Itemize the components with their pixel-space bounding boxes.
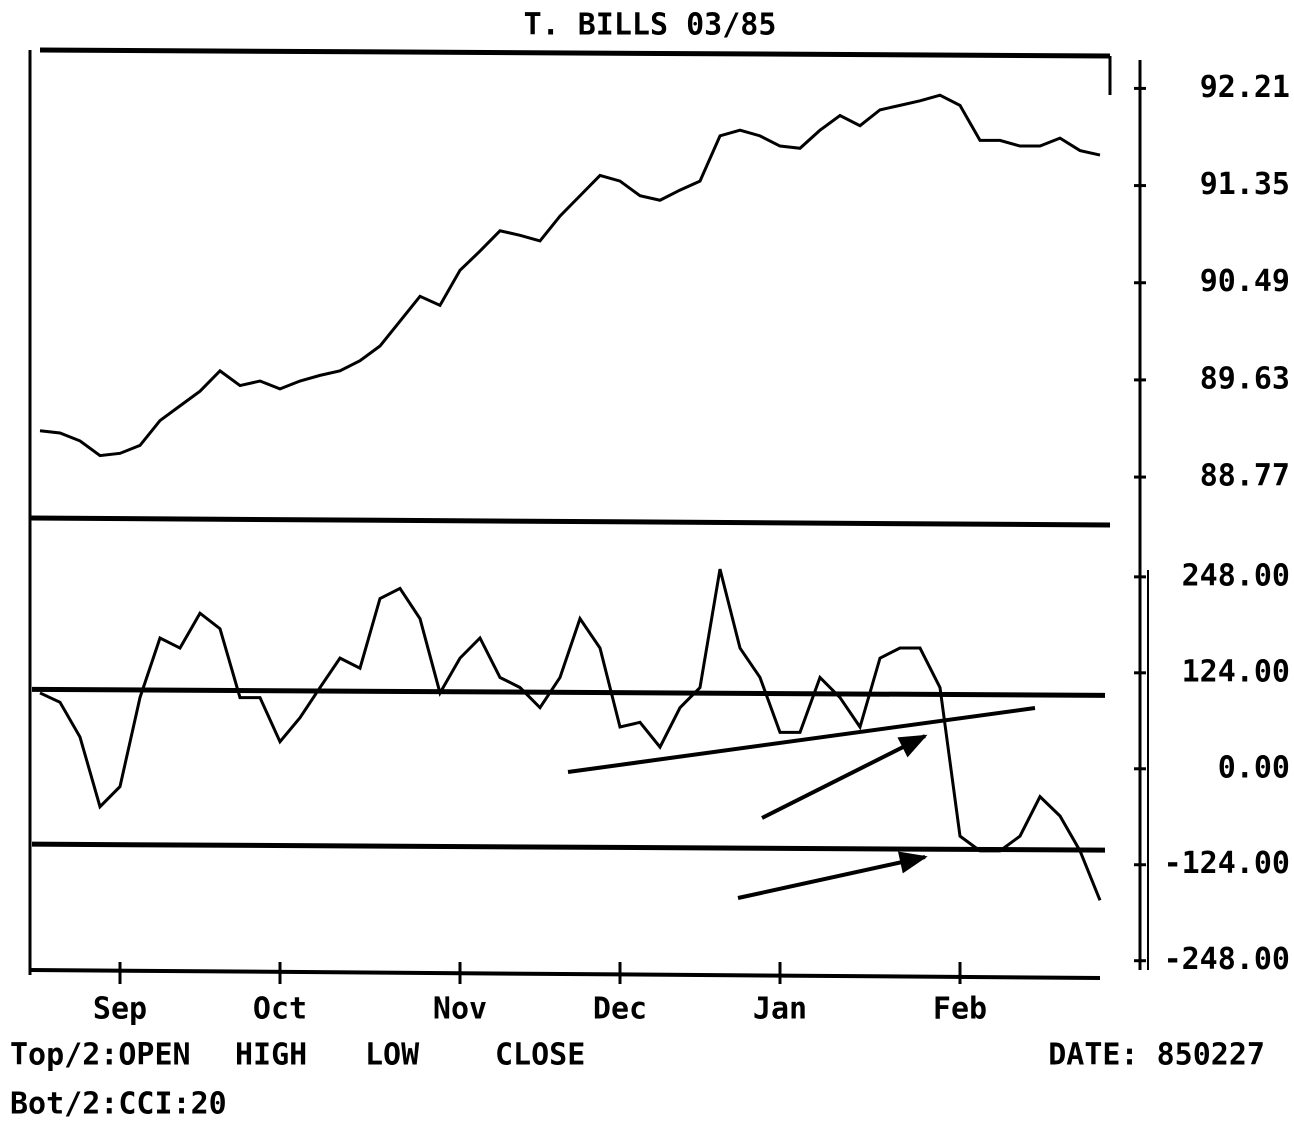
y-tick-label: 90.49 — [1200, 264, 1290, 299]
footer-field: HIGH — [235, 1038, 307, 1073]
reference-line — [31, 841, 1106, 853]
y-tick-label: -124.00 — [1164, 846, 1290, 881]
chart-title: T. BILLS 03/85 — [524, 8, 777, 43]
x-tick-label: Nov — [433, 992, 487, 1027]
x-tick-label: Sep — [93, 992, 147, 1027]
y-tick-label: 88.77 — [1200, 459, 1290, 494]
footer-field: CLOSE — [495, 1038, 585, 1073]
footer-top-label: Top/2:OPEN — [10, 1038, 191, 1073]
footer-field: LOW — [365, 1038, 420, 1073]
x-tick-label: Jan — [753, 992, 807, 1027]
y-tick-label: 92.21 — [1200, 70, 1290, 105]
y-tick-label: -248.00 — [1164, 942, 1290, 977]
data-line — [39, 93, 1101, 458]
y-tick-label: 91.35 — [1200, 167, 1290, 202]
footer-bottom-label: Bot/2:CCI:20 — [10, 1087, 227, 1122]
data-line — [39, 568, 1102, 901]
frame — [28, 47, 1149, 980]
x-tick-label: Feb — [933, 992, 987, 1027]
y-tick-label: 124.00 — [1182, 654, 1290, 689]
reference-line — [31, 686, 1106, 698]
y-tick-label: 89.63 — [1200, 361, 1290, 396]
footer-date: DATE: 850227 — [1048, 1038, 1265, 1073]
x-tick-label: Dec — [593, 992, 647, 1027]
y-tick-label: 248.00 — [1182, 558, 1290, 593]
x-tick-label: Oct — [253, 992, 307, 1027]
y-tick-label: 0.00 — [1218, 750, 1290, 785]
